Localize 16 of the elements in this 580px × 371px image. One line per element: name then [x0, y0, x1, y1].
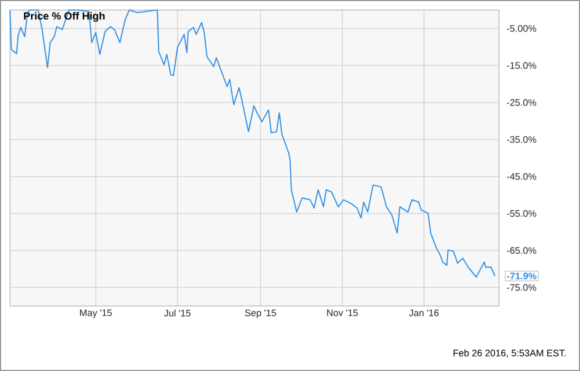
- y-tick-label: -5.00%: [506, 25, 536, 32]
- y-tick-label: -35.0%: [506, 136, 536, 143]
- x-tick-label: Jul '15: [164, 310, 191, 316]
- y-tick-label: -75.0%: [506, 284, 536, 291]
- y-tick-label: -25.0%: [506, 99, 536, 106]
- y-tick-label: -55.0%: [506, 210, 536, 217]
- y-tick-label: -65.0%: [506, 247, 536, 254]
- x-tick-label: May '15: [80, 310, 112, 318]
- x-tick-label: Nov '15: [327, 310, 358, 316]
- y-tick-label: -15.0%: [506, 62, 536, 69]
- x-tick-label: Jan '16: [409, 310, 439, 316]
- x-tick-label: Sep '15: [245, 310, 276, 318]
- y-tick-label: -45.0%: [506, 173, 536, 180]
- annotation: -71.9%: [507, 272, 536, 280]
- line-series: [9, 9, 496, 278]
- text: Feb 26 2016, 5:53AM EST.: [454, 349, 566, 358]
